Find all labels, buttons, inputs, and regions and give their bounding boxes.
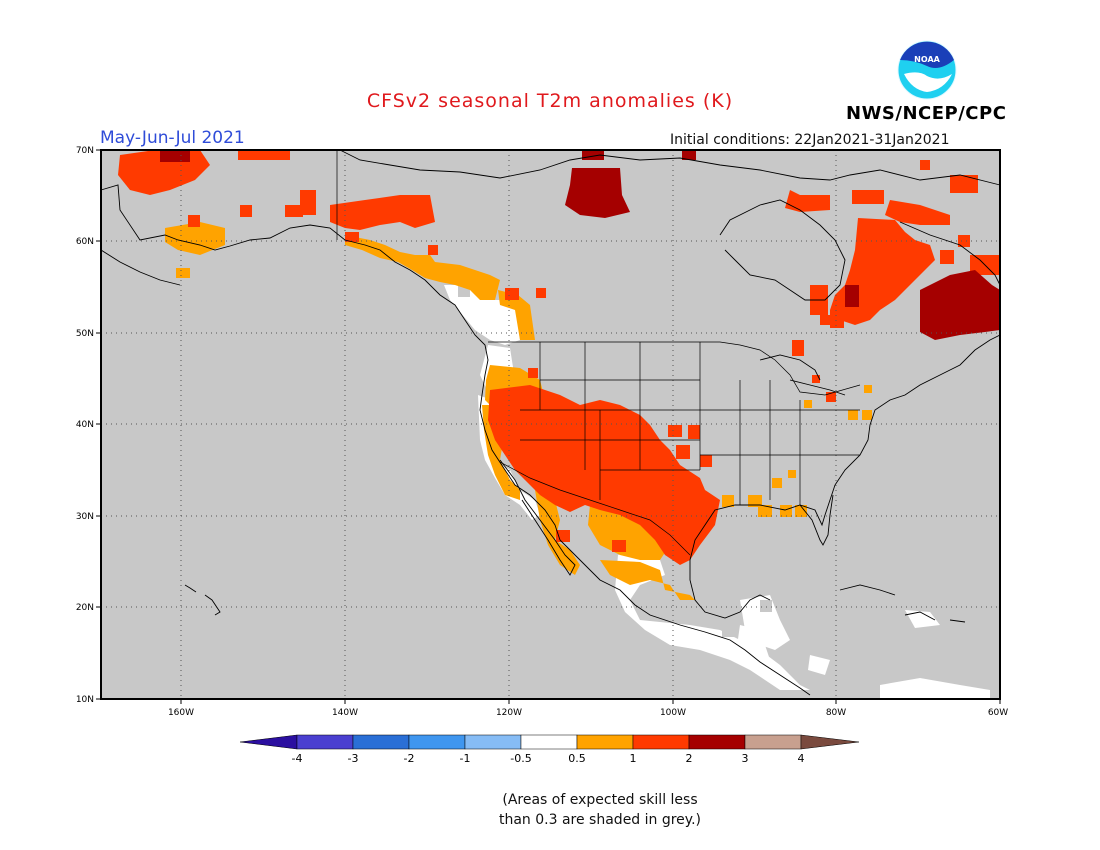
lon-label: 140W bbox=[332, 708, 358, 718]
lat-label: 20N bbox=[76, 603, 94, 613]
footnote-line: than 0.3 are shaded in grey.) bbox=[498, 812, 701, 828]
colorbar-label: -4 bbox=[292, 752, 303, 765]
colorbar-segment bbox=[800, 734, 860, 750]
lat-label: 70N bbox=[76, 146, 94, 156]
footnote-line: (Areas of expected skill less bbox=[502, 792, 698, 808]
agency-label: NWS/NCEP/CPC bbox=[846, 103, 1007, 124]
colorbar-label: 4 bbox=[798, 752, 805, 765]
coastlines bbox=[100, 149, 1001, 696]
initial-conditions: Initial conditions: 22Jan2021-31Jan2021 bbox=[670, 132, 950, 148]
forecast-period: May-Jun-Jul 2021 bbox=[100, 128, 245, 148]
colorbar-segment bbox=[520, 734, 578, 750]
colorbar-segment bbox=[464, 734, 522, 750]
ticks bbox=[96, 149, 1001, 704]
lat-label: 40N bbox=[76, 420, 94, 430]
lon-label: 120W bbox=[496, 708, 522, 718]
logo-text: NOAA bbox=[914, 55, 940, 64]
colorbar-label: -1 bbox=[460, 752, 471, 765]
colorbar-segment bbox=[632, 734, 690, 750]
colorbar-segment bbox=[576, 734, 634, 750]
borders bbox=[336, 150, 861, 556]
colorbar-segment bbox=[408, 734, 466, 750]
colorbar-segment bbox=[352, 734, 410, 750]
longitude-labels: 160W 140W 120W 100W 80W 60W bbox=[168, 708, 1008, 718]
colorbar-segment bbox=[296, 734, 354, 750]
colorbar-label: 1 bbox=[630, 752, 637, 765]
lon-label: 80W bbox=[826, 708, 846, 718]
latitude-labels: 70N 60N 50N 40N 30N 20N 10N bbox=[76, 146, 94, 705]
colorbar-label: 3 bbox=[742, 752, 749, 765]
noaa-logo-icon: NOAA bbox=[897, 40, 957, 100]
dark-red-areas bbox=[160, 150, 1000, 340]
colorbar-segment bbox=[744, 734, 802, 750]
lat-label: 60N bbox=[76, 237, 94, 247]
colorbar-label: -3 bbox=[348, 752, 359, 765]
colorbar-label: 0.5 bbox=[568, 752, 586, 765]
lat-label: 50N bbox=[76, 329, 94, 339]
lat-label: 30N bbox=[76, 512, 94, 522]
lon-label: 60W bbox=[988, 708, 1008, 718]
lon-label: 160W bbox=[168, 708, 194, 718]
map-title: CFSv2 seasonal T2m anomalies (K) bbox=[366, 90, 734, 112]
colorbar-label: -0.5 bbox=[510, 752, 531, 765]
colorbar-label: -2 bbox=[404, 752, 415, 765]
colorbar-segment bbox=[239, 734, 298, 750]
lat-label: 10N bbox=[76, 695, 94, 705]
colorbar-label: 2 bbox=[686, 752, 693, 765]
colorbar: -4 -3 -2 -1 -0.5 0.5 1 2 3 4 bbox=[239, 734, 860, 765]
footnote: (Areas of expected skill less than 0.3 a… bbox=[470, 790, 730, 830]
lon-label: 100W bbox=[660, 708, 686, 718]
colorbar-segment bbox=[688, 734, 746, 750]
